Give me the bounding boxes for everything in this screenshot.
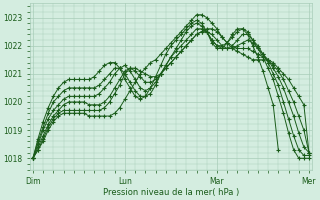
X-axis label: Pression niveau de la mer( hPa ): Pression niveau de la mer( hPa ) (103, 188, 239, 197)
